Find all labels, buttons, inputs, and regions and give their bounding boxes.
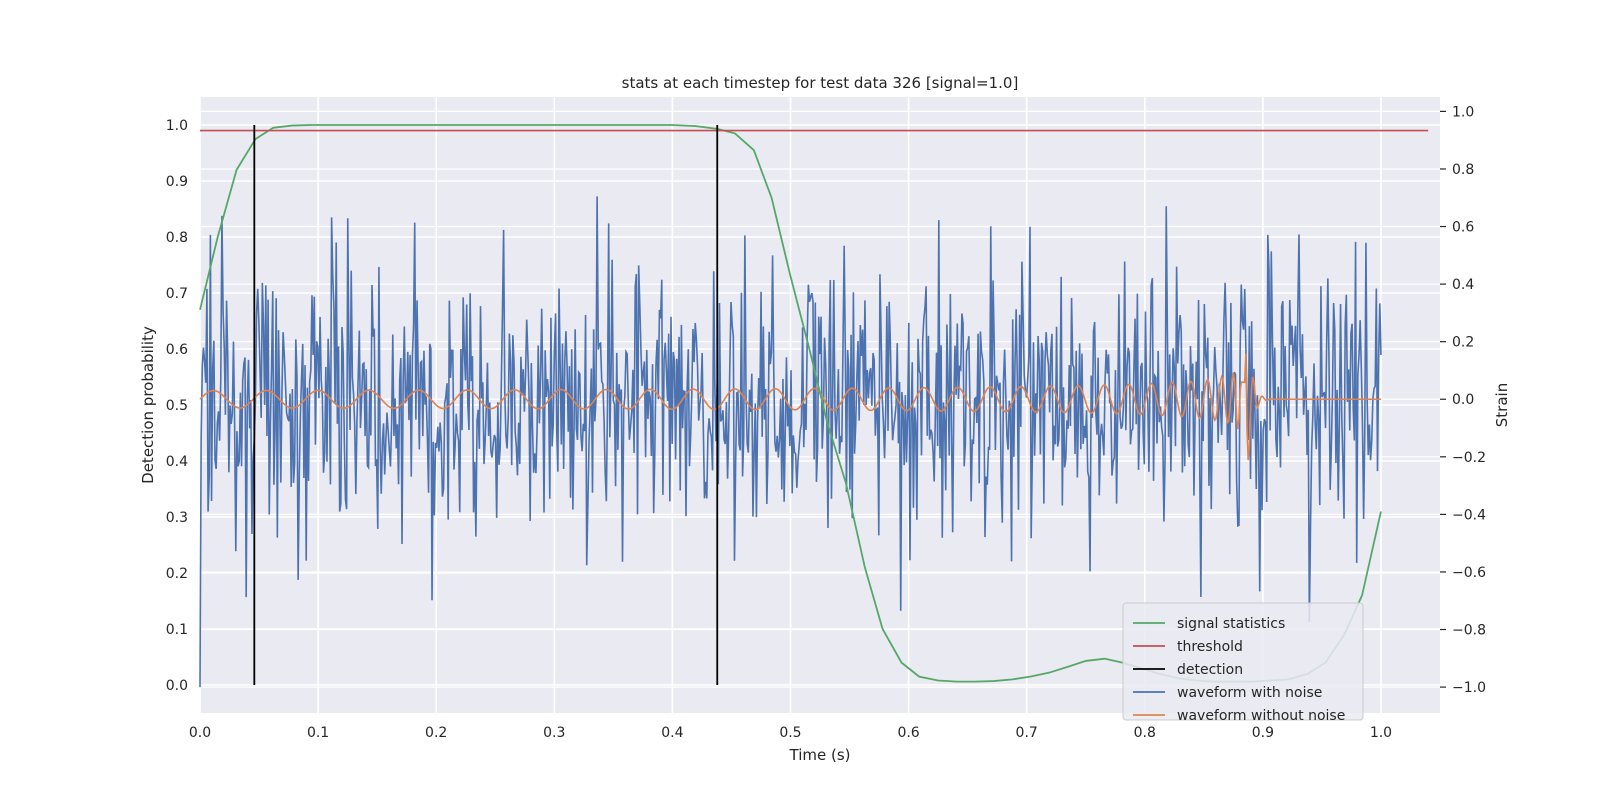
legend-label: waveform without noise [1177, 708, 1345, 724]
x-tick-label: 0.8 [1134, 725, 1156, 741]
right-y-tick-label: 1.0 [1452, 104, 1474, 120]
x-tick-label: 0.0 [189, 725, 211, 741]
legend-label: detection [1177, 662, 1243, 678]
x-tick-label: 0.4 [661, 725, 683, 741]
left-y-axis-label: Detection probability [139, 326, 157, 484]
legend-label: signal statistics [1177, 616, 1285, 632]
left-y-tick-label: 0.6 [166, 342, 188, 358]
x-tick-label: 0.6 [897, 725, 919, 741]
chart-title: stats at each timestep for test data 326… [622, 74, 1019, 92]
x-tick-label: 0.2 [425, 725, 447, 741]
x-tick-label: 0.1 [307, 725, 329, 741]
waveform-without-noise-line [199, 353, 1381, 461]
right-y-tick-label: 0.4 [1452, 277, 1474, 293]
right-y-tick-label: 0.2 [1452, 335, 1474, 351]
left-y-tick-label: 0.8 [166, 230, 188, 246]
x-tick-label: 0.5 [779, 725, 801, 741]
x-axis-label: Time (s) [789, 746, 851, 764]
right-y-tick-label: 0.8 [1452, 162, 1474, 178]
right-y-tick-label: −0.6 [1452, 565, 1486, 581]
x-tick-label: 0.3 [543, 725, 565, 741]
left-y-tick-label: 1.0 [166, 118, 188, 134]
x-axis-ticks: 0.0 0.1 0.2 0.3 0.4 0.5 0.6 0.7 0.8 0.9 1.0 [189, 725, 1392, 741]
x-tick-label: 0.7 [1016, 725, 1038, 741]
left-y-tick-label: 0.4 [166, 454, 188, 470]
right-y-tick-label: −0.4 [1452, 507, 1486, 523]
left-y-tick-label: 0.1 [166, 622, 188, 638]
right-y-tick-label: −0.2 [1452, 450, 1486, 466]
left-y-tick-label: 0.5 [166, 398, 188, 414]
grid-lines [199, 97, 1440, 713]
legend-box [1122, 602, 1364, 721]
right-y-axis-ticks: −1.0 −0.8 −0.6 −0.4 −0.2 0.0 0.2 0.4 0.6 0.8 1.0 [1440, 104, 1486, 696]
left-y-tick-label: 0.9 [166, 174, 188, 190]
left-y-tick-label: 0.0 [166, 678, 188, 694]
left-y-axis-ticks: 0.0 0.1 0.2 0.3 0.4 0.5 0.6 0.7 0.8 0.9 1.0 [166, 118, 188, 694]
left-y-tick-label: 0.3 [166, 510, 188, 526]
left-y-tick-label: 0.2 [166, 566, 188, 582]
right-y-tick-label: 0.0 [1452, 392, 1474, 408]
legend-label: waveform with noise [1177, 685, 1322, 701]
legend-label: threshold [1177, 639, 1243, 655]
right-y-axis-label: Strain [1493, 383, 1511, 427]
right-y-tick-label: −1.0 [1452, 680, 1486, 696]
right-y-tick-label: 0.6 [1452, 220, 1474, 236]
left-y-tick-label: 0.7 [166, 286, 188, 302]
right-y-tick-label: −0.8 [1452, 623, 1486, 639]
legend: signal statistics threshold detection wavef… [1122, 602, 1364, 724]
x-tick-label: 0.9 [1252, 725, 1274, 741]
x-tick-label: 1.0 [1370, 725, 1392, 741]
